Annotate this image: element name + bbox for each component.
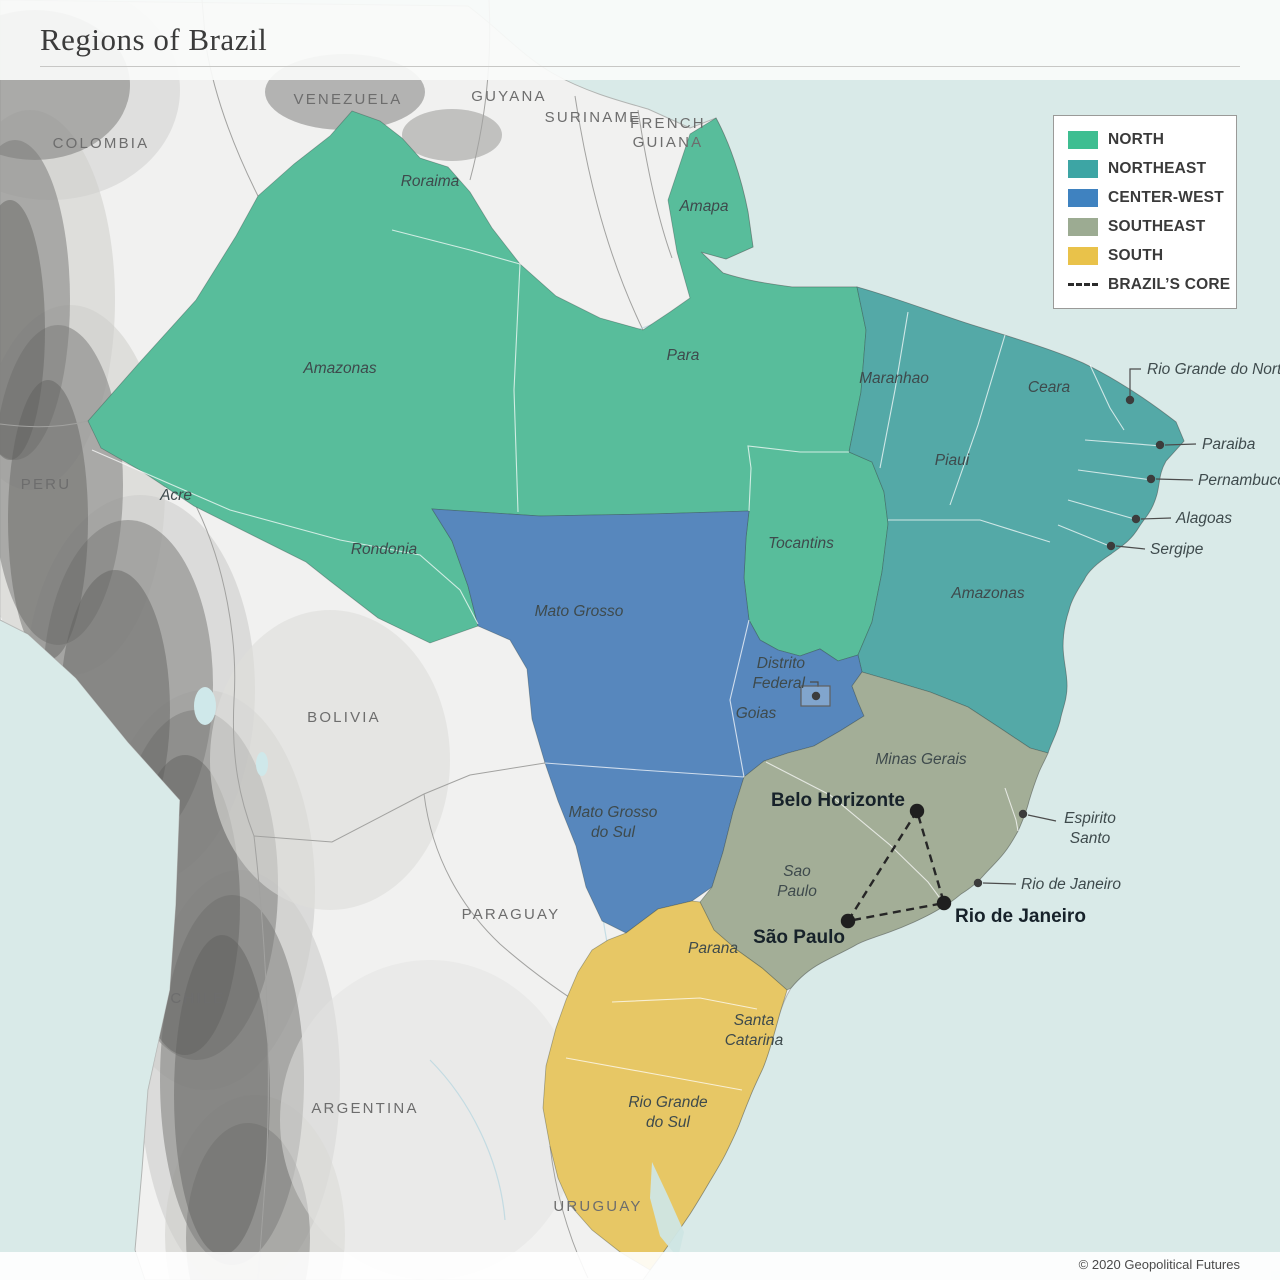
callouts-layer: Rio Grande do Norte Paraiba Pernambuco Alag… — [752, 361, 1280, 893]
state-label-mato-grosso-do-sul: Mato Grosso do Sul — [569, 804, 658, 841]
legend-swatch-north — [1068, 130, 1098, 149]
lagoa-dos-patos — [650, 1162, 684, 1258]
callout-label-espirito-santo: Espirito Santo — [1064, 810, 1116, 847]
state-label-santa-catarina: Santa Catarina — [725, 1012, 784, 1049]
city-dot-s-o-paulo — [840, 913, 856, 929]
city-dot-rio-de-janeiro — [936, 895, 952, 911]
callout-line-espirito-santo — [1027, 814, 1057, 822]
country-label-bolivia: BOLIVIA — [307, 709, 381, 726]
state-label-ceara: Ceara — [1028, 379, 1071, 396]
country-label-peru: PERU — [21, 476, 71, 493]
city-label-rio-de-janeiro: Rio de Janeiro — [955, 906, 1086, 927]
callout-dot-alagoas — [1131, 514, 1141, 524]
legend-swatch-south — [1068, 246, 1098, 265]
callout-label-distrito-federal: Distrito Federal — [752, 655, 805, 692]
legend-label-brazil-s-core: BRAZIL’S CORE — [1108, 275, 1231, 293]
country-label-paraguay: PARAGUAY — [462, 906, 561, 923]
legend-swatch-northeast — [1068, 159, 1098, 178]
state-label-rondonia: Rondonia — [351, 541, 418, 558]
callout-dot-paraiba — [1155, 440, 1165, 450]
state-label-sao-paulo: Sao Paulo — [777, 863, 817, 900]
callout-dot-rio-de-janeiro — [973, 878, 983, 888]
state-label-tocantins: Tocantins — [768, 535, 834, 552]
state-label-piaui: Piaui — [935, 452, 970, 469]
legend: NORTH NORTHEAST CENTER-WEST SOUTHEAST SOUTH B… — [1053, 115, 1237, 309]
state-labels-layer: Roraima Amapa Amazonas Para Acre Rondonia Toca… — [159, 173, 1070, 1131]
callout-label-rio-de-janeiro: Rio de Janeiro — [1021, 876, 1121, 893]
callout-dot-distrito-federal — [811, 691, 821, 701]
title-divider — [40, 66, 1240, 67]
country-label-suriname: SURINAME — [545, 109, 642, 126]
country-label-venezuela: VENEZUELA — [294, 91, 403, 108]
country-label-chile: CHILE — [170, 990, 225, 1007]
callout-label-sergipe: Sergipe — [1150, 541, 1204, 558]
legend-label-north: NORTH — [1108, 130, 1165, 148]
country-label-uruguay: URUGUAY — [553, 1198, 642, 1215]
brazils-core-layer — [845, 808, 946, 923]
callout-line-sergipe — [1115, 545, 1146, 550]
city-dot-belo-horizonte — [909, 803, 925, 819]
legend-item-northeast: NORTHEAST — [1068, 154, 1228, 183]
city-label-s-o-paulo: São Paulo — [753, 927, 845, 948]
legend-swatch-center-west — [1068, 188, 1098, 207]
state-label-maranhao: Maranhao — [859, 370, 929, 387]
state-label-amazonas: Amazonas — [302, 360, 376, 377]
callout-line-alagoas — [1140, 517, 1172, 520]
state-label-para: Para — [667, 347, 700, 364]
legend-item-north: NORTH — [1068, 125, 1228, 154]
state-label-goias: Goias — [736, 705, 777, 722]
legend-dash-swatch — [1068, 283, 1098, 286]
state-label-parana: Parana — [688, 940, 738, 957]
legend-item-southeast: SOUTHEAST — [1068, 212, 1228, 241]
page-title: Regions of Brazil — [40, 22, 268, 57]
callout-line-paraiba — [1164, 443, 1197, 446]
legend-label-south: SOUTH — [1108, 246, 1164, 264]
footer: © 2020 Geopolitical Futures — [0, 1252, 1280, 1280]
city-label-belo-horizonte: Belo Horizonte — [771, 790, 905, 811]
copyright: © 2020 Geopolitical Futures — [1078, 1257, 1240, 1272]
callout-label-alagoas: Alagoas — [1175, 510, 1232, 527]
callout-label-rio-grande-do-norte: Rio Grande do Norte — [1147, 361, 1280, 378]
legend-item-brazil-s-core: BRAZIL’S CORE — [1068, 270, 1231, 299]
header: Regions of Brazil — [0, 0, 1280, 80]
country-label-french-guiana: FRENCH GUIANA — [630, 115, 706, 151]
callout-dot-rio-grande-do-norte — [1125, 395, 1135, 405]
country-label-argentina: ARGENTINA — [311, 1100, 418, 1117]
legend-item-south: SOUTH — [1068, 241, 1228, 270]
callout-line-rio-grande-do-norte — [1129, 368, 1141, 400]
state-label-amapa: Amapa — [678, 198, 728, 215]
state-label-minas-gerais: Minas Gerais — [875, 751, 967, 768]
legend-label-center-west: CENTER-WEST — [1108, 188, 1224, 206]
legend-items: NORTH NORTHEAST CENTER-WEST SOUTHEAST SOUTH B… — [1068, 125, 1231, 299]
callout-dot-sergipe — [1106, 541, 1116, 551]
state-label-acre: Acre — [159, 487, 192, 504]
callout-label-paraiba: Paraiba — [1202, 436, 1256, 453]
callout-line-rio-de-janeiro — [982, 882, 1017, 885]
state-borders — [91, 229, 1163, 1091]
callout-line-pernambuco — [1155, 478, 1194, 481]
lake-poopo — [256, 752, 268, 776]
callout-label-pernambuco: Pernambuco — [1198, 472, 1280, 489]
lake-titicaca — [194, 687, 216, 725]
region-northeast — [848, 286, 1185, 754]
legend-label-northeast: NORTHEAST — [1108, 159, 1207, 177]
legend-item-center-west: CENTER-WEST — [1068, 183, 1228, 212]
country-label-guyana: GUYANA — [471, 88, 546, 105]
legend-label-southeast: SOUTHEAST — [1108, 217, 1206, 235]
callout-dot-espirito-santo — [1018, 809, 1028, 819]
state-label-mato-grosso: Mato Grosso — [535, 603, 624, 620]
legend-swatch-southeast — [1068, 217, 1098, 236]
state-label-rio-grande-do-sul: Rio Grande do Sul — [628, 1094, 708, 1131]
callout-dot-pernambuco — [1146, 474, 1156, 484]
cities-layer: Belo Horizonte São Paulo Rio de Janeiro — [753, 790, 1086, 948]
brazils-core-triangle — [845, 808, 946, 923]
callout-line-distrito-federal — [810, 681, 819, 687]
state-label-amazonas: Amazonas — [950, 585, 1024, 602]
country-label-colombia: COLOMBIA — [53, 135, 150, 152]
state-label-roraima: Roraima — [401, 173, 460, 190]
